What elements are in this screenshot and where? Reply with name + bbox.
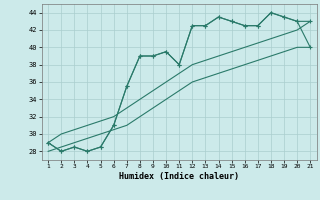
X-axis label: Humidex (Indice chaleur): Humidex (Indice chaleur) — [119, 172, 239, 181]
